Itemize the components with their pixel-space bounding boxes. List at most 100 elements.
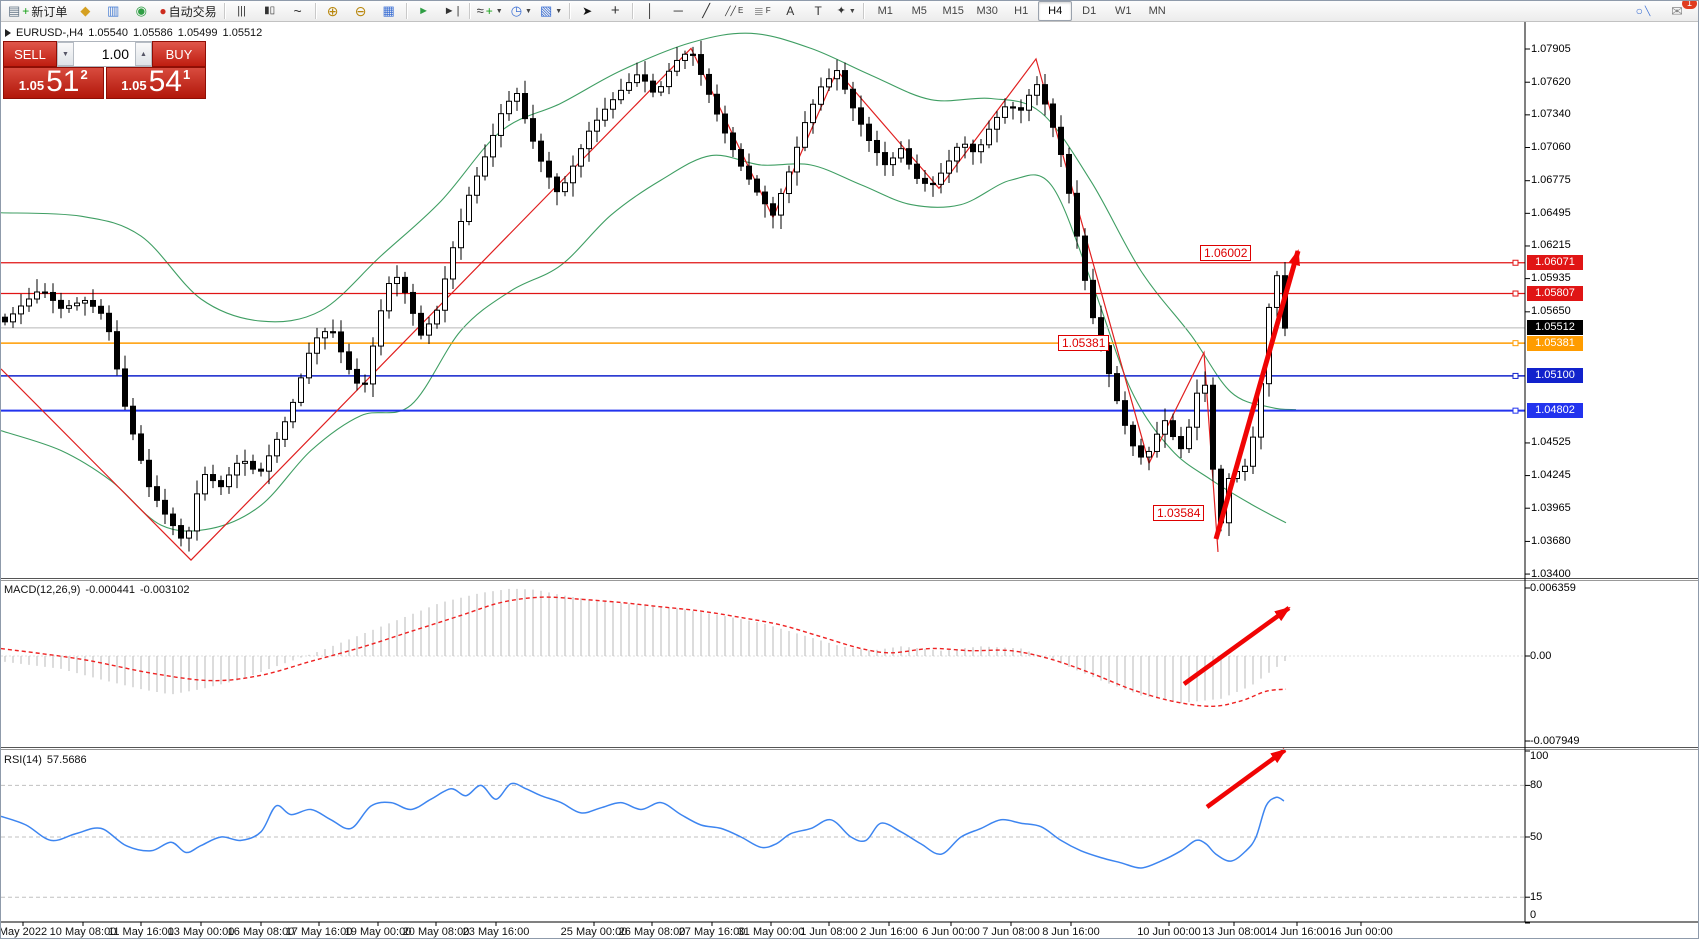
chart-shift-icon: ► (443, 5, 455, 17)
indicators-button[interactable]: ≈ + ▼ (473, 1, 507, 21)
text-label-button[interactable]: T (804, 1, 832, 21)
bullish-arrow-macd[interactable] (1182, 606, 1291, 686)
trendline-button[interactable]: ╱ (692, 1, 720, 21)
volume-increase-button[interactable]: ▲ (135, 42, 152, 66)
navigator-button[interactable]: ◉ (127, 1, 155, 21)
buy-price-display[interactable]: 1.05 54 1 (105, 67, 206, 99)
fibonacci-button[interactable]: ≣ F (748, 1, 776, 21)
candle-up (514, 93, 520, 102)
arrows-button[interactable]: ✦ ▼ (832, 1, 860, 21)
dropdown-caret-icon[interactable]: ▼ (495, 7, 503, 15)
cursor-button[interactable]: ➤ (573, 1, 601, 21)
chart-area[interactable]: 1.06071 1.05807 1.05512 1.05381 1.05100 1.048… (1, 22, 1699, 939)
zigzag-lines[interactable] (1, 47, 1219, 561)
candle-down (146, 459, 152, 488)
chart-shift-button[interactable]: ► | (438, 1, 466, 21)
timeframe-button-m1[interactable]: M1 (877, 5, 893, 17)
zoom-in-button[interactable]: ⊕ (319, 1, 347, 21)
candle-up (426, 323, 432, 336)
sell-button[interactable]: SELL (3, 41, 57, 67)
level-handle[interactable] (1512, 372, 1519, 379)
timeframe-button-m15[interactable]: M15 (942, 5, 964, 17)
zigzag-polyline[interactable] (1, 47, 1219, 561)
history-center-button[interactable]: ◆ (71, 1, 99, 21)
crosshair-button[interactable]: + (601, 1, 629, 21)
crosshair-icon: + (610, 2, 620, 19)
trend-arrows[interactable] (1182, 249, 1301, 809)
candle-up (186, 530, 192, 539)
dropdown-caret-icon[interactable]: ▼ (555, 7, 563, 15)
candle-up (26, 298, 32, 307)
bar-chart-button[interactable]: ||| (228, 1, 256, 21)
candle-down (418, 312, 424, 336)
candle-up (458, 220, 464, 249)
chart-context-arrow-icon[interactable] (5, 29, 11, 37)
tile-windows-button[interactable]: ▦ (375, 1, 403, 21)
candle-up (82, 299, 88, 304)
search-icon: ○ (1635, 4, 1643, 18)
vertical-line-button[interactable]: │ (636, 1, 664, 21)
candle-up (786, 171, 792, 195)
candle-down (162, 499, 168, 515)
buy-button[interactable]: BUY (152, 41, 206, 67)
dropdown-caret-icon[interactable]: ▼ (525, 7, 532, 15)
timeframe-button-h1[interactable]: H1 (1014, 5, 1029, 17)
timeframe-button-m5[interactable]: M5 (911, 5, 927, 17)
horizontal-line-button[interactable]: ─ (664, 1, 692, 21)
volume-input[interactable]: 1.00 (101, 46, 129, 62)
bullish-arrow-main[interactable] (1213, 249, 1301, 540)
templates-button[interactable]: ▧ ▼ (536, 1, 566, 21)
candle-up (578, 148, 584, 167)
ohlc-close: 1.05512 (222, 27, 263, 39)
candle-up (962, 143, 968, 148)
candle-down (1170, 420, 1176, 438)
sell-price-display[interactable]: 1.05 51 2 (3, 67, 104, 99)
horizontal-level-lines[interactable] (1, 259, 1525, 414)
zoom-out-button[interactable]: ⊖ (347, 1, 375, 21)
timeframe-button-m30[interactable]: M30 (976, 5, 998, 17)
timeframe-button-d1[interactable]: D1 (1082, 5, 1097, 17)
timeframe-button-h4[interactable]: H4 (1038, 1, 1073, 21)
text-button[interactable]: A (776, 1, 804, 21)
candle-up (618, 89, 624, 101)
candle-up (1194, 392, 1200, 428)
candle-down (738, 149, 744, 167)
candle-up (378, 310, 384, 347)
periods-clock-button[interactable]: ◷ ▼ (507, 1, 536, 21)
level-handle[interactable] (1512, 407, 1519, 414)
timeframe-button-mn[interactable]: MN (1148, 5, 1166, 17)
volume-control: ▼ 1.00 ▲ (57, 41, 152, 67)
timeframe-button-w1[interactable]: W1 (1114, 5, 1132, 17)
chart-canvas[interactable] (1, 22, 1699, 939)
chat-button[interactable]: ✉ 1 (1663, 1, 1697, 21)
search-button[interactable]: ○ ╲ (1629, 1, 1657, 21)
level-handle[interactable] (1512, 340, 1519, 347)
bollinger-bands (1, 32, 1297, 532)
candle-up (306, 352, 312, 379)
bullish-arrow-rsi[interactable] (1205, 748, 1287, 809)
candle-up (322, 331, 328, 339)
line-chart-button[interactable]: ~ (284, 1, 312, 21)
candle-down (2, 316, 8, 323)
equidistant-channel-button[interactable]: ╱╱ E (720, 1, 748, 21)
level-handle[interactable] (1512, 259, 1519, 266)
auto-trading-button[interactable]: ● 自动交易 (155, 1, 220, 21)
candlestick-chart-button[interactable]: ▮▯ (256, 1, 284, 21)
level-handle[interactable] (1512, 290, 1519, 297)
candle-up (74, 302, 80, 307)
candle-down (338, 331, 344, 353)
candle-up (202, 474, 208, 495)
periods-clock-icon: ◷ (510, 3, 523, 18)
market-watch-button[interactable]: ▥ (99, 1, 127, 21)
volume-decrease-button[interactable]: ▼ (57, 42, 74, 66)
candle-up (794, 146, 800, 173)
candle-down (1138, 445, 1144, 458)
candle-down (850, 88, 856, 109)
candle-up (602, 108, 608, 121)
macd-signal-value: -0.003102 (139, 584, 190, 596)
dropdown-caret-icon[interactable]: ▼ (848, 7, 856, 15)
new-order-button[interactable]: ▤ + 新订单 (4, 1, 71, 21)
candle-up (226, 474, 232, 488)
search-icon-part: ╲ (1644, 6, 1651, 16)
auto-scroll-button[interactable]: ► (410, 1, 438, 21)
